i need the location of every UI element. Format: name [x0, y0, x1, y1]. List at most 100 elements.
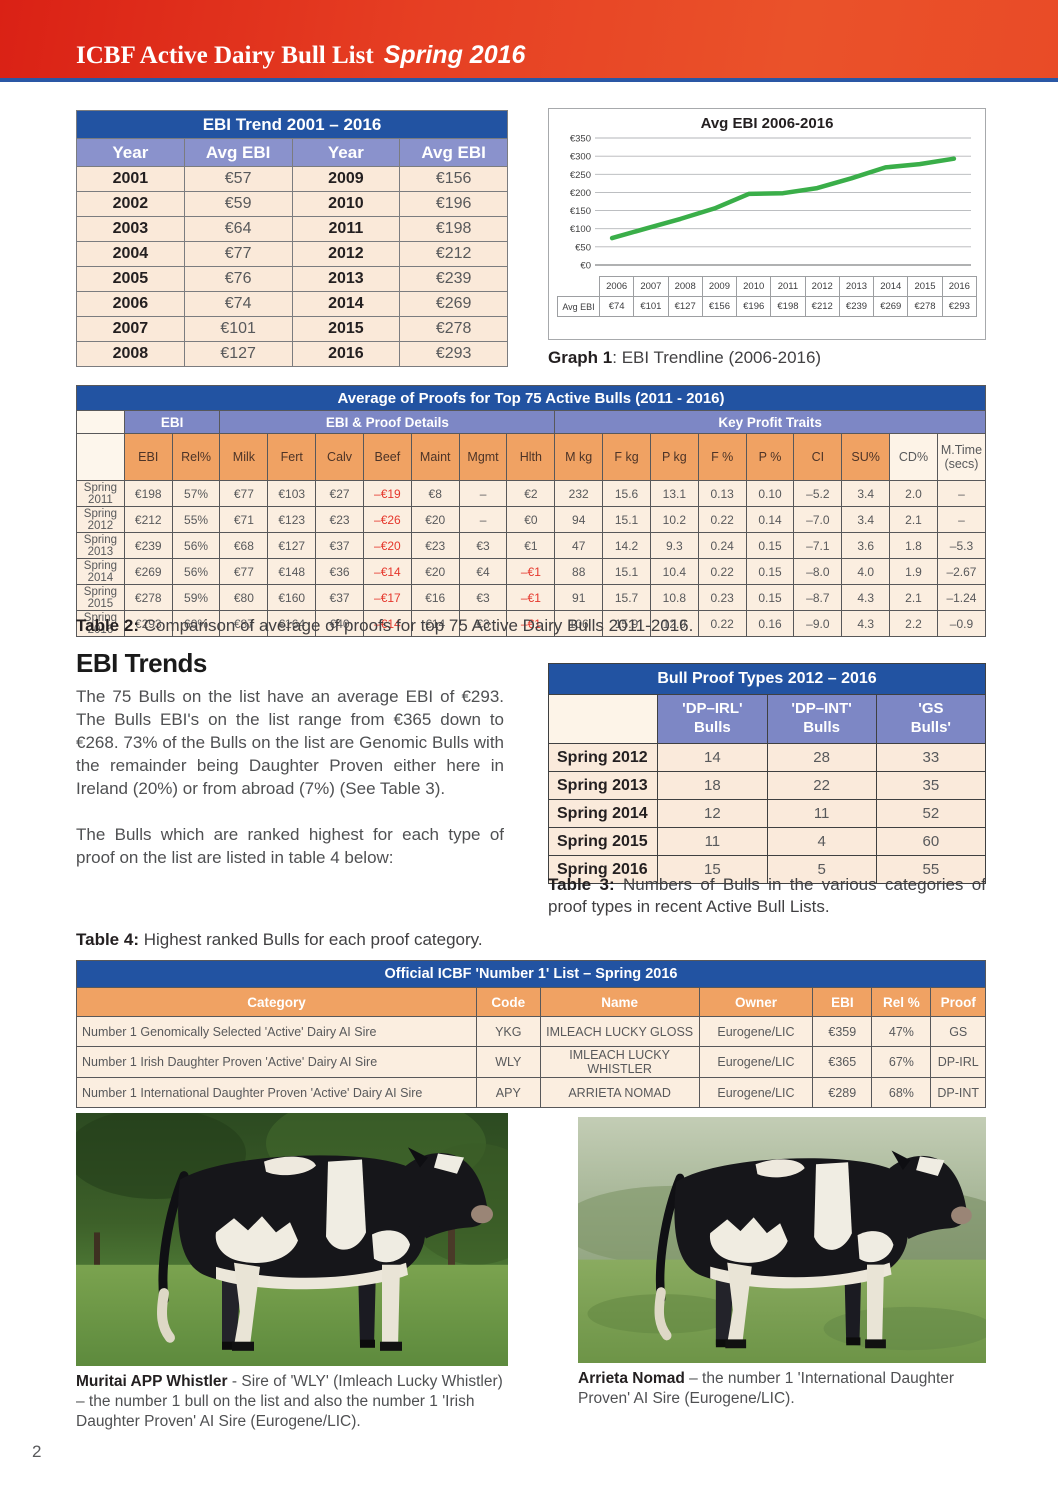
cell: 68% [871, 1077, 932, 1108]
caption-bold: Arrieta Nomad [578, 1370, 685, 1387]
cell: €212 [399, 241, 508, 267]
ebi-trends-section: EBI Trends The 75 Bulls on the list have… [76, 648, 504, 869]
section-paragraph-2: The Bulls which are ranked highest for e… [76, 824, 504, 867]
cell: 2016 [291, 341, 401, 367]
cell: Beef [362, 433, 412, 481]
cell: Spring 2012 [76, 506, 125, 533]
bull-photo-right-svg [578, 1117, 986, 1363]
cell: €68 [219, 532, 269, 559]
cell: 35 [875, 771, 987, 800]
page-header-banner: ICBF Active Dairy Bull List Spring 2016 [0, 0, 1058, 82]
table-row: Number 1 International Daughter Proven '… [76, 1077, 986, 1108]
cell: €37 [315, 584, 364, 611]
cell: €278 [123, 584, 173, 611]
cell: 2001 [76, 166, 185, 192]
cell: €196 [399, 191, 508, 217]
cell: 0.24 [697, 532, 747, 559]
cell: M kg [554, 433, 604, 481]
cell: EBI & Proof Details [219, 410, 556, 434]
table-row: Spring 2015 €278 59% €80 €160 €37 –€17 €16 €3 –€1… [76, 584, 987, 611]
cell: EBI [123, 433, 173, 481]
cell [547, 694, 659, 744]
cell: Avg EBI [399, 138, 508, 167]
cell: 94 [554, 506, 604, 533]
cell: 60 [875, 827, 987, 856]
chart-data-table: 2006 2007 2008 2009 2010 2011 2012 2013 2014 2015… [557, 276, 978, 317]
bull-photo-left-svg [76, 1113, 508, 1366]
cell: 15.6 [602, 480, 651, 507]
cell: IMLEACH LUCKY GLOSS [539, 1016, 700, 1047]
table-row: 2001 €57 2009 €156 [76, 166, 508, 192]
cell: Spring 2015 [547, 827, 659, 856]
cell: 2010 [291, 191, 401, 217]
table4-caption: Table 4: Highest ranked Bulls for each p… [76, 930, 986, 950]
photo-caption-right: Arrieta Nomad – the number 1 'Internatio… [578, 1369, 986, 1409]
y-tick-label: €300 [570, 152, 591, 163]
cell: SU% [841, 433, 891, 481]
cell: 3.4 [841, 480, 891, 507]
cell: €293 [123, 610, 173, 637]
cell: 106 [554, 610, 604, 637]
cell: 52 [875, 799, 987, 828]
graph-caption: Graph 1: EBI Trendline (2006-2016) [548, 348, 821, 368]
cell: 15.1 [602, 506, 651, 533]
cell: €101 [183, 316, 293, 342]
cell: 3.4 [841, 506, 891, 533]
cell: €74 [598, 296, 635, 317]
cell: 2.2 [889, 610, 938, 637]
cell: 10.4 [649, 558, 699, 585]
table-title: Bull Proof Types 2012 – 2016 [548, 663, 986, 695]
cell: CI [793, 433, 843, 481]
cell: 0.15 [745, 584, 795, 611]
cell: –€1 [506, 610, 556, 637]
cell: IMLEACH LUCKY WHISTLER [539, 1046, 700, 1078]
page-number: 2 [32, 1442, 42, 1461]
cell: €3 [458, 532, 508, 559]
cell: 22 [766, 771, 877, 800]
cell: YKG [475, 1016, 541, 1047]
cell: –€1 [506, 558, 556, 585]
cell: €23 [315, 506, 364, 533]
cell: €156 [701, 296, 738, 317]
number1-list-table: Official ICBF 'Number 1' List – Spring 2… [76, 960, 986, 1108]
cell: Eurogene/LIC [698, 1077, 814, 1108]
cell: Spring 2013 [76, 532, 125, 559]
cell: Spring 2016 [76, 610, 125, 637]
cell: –€14 [362, 558, 412, 585]
cell: €8 [410, 480, 460, 507]
cell: 2015 [291, 316, 401, 342]
cell: 13.1 [649, 480, 699, 507]
cell: 9.3 [649, 532, 699, 559]
table-row: Spring 2012 14 28 33 [547, 743, 987, 772]
table-title: EBI Trend 2001 – 2016 [76, 110, 508, 139]
cell: 1.8 [889, 532, 938, 559]
cell: 57% [171, 480, 221, 507]
table-row: Number 1 Irish Daughter Proven 'Active' … [76, 1046, 986, 1078]
cell: €27 [315, 480, 364, 507]
cell [76, 433, 125, 481]
cell: €77 [219, 558, 269, 585]
cell: 12.0 [649, 610, 699, 637]
cell: 2007 [76, 316, 185, 342]
trend-line [609, 156, 957, 241]
table-row: 2005 €76 2013 €239 [76, 266, 508, 292]
caption-label: Table 4: [76, 930, 139, 949]
cell: €269 [873, 296, 909, 317]
cell: Avg EBI [557, 296, 600, 317]
table-header-row: Category Code Name Owner EBI Rel % Proof [76, 987, 986, 1017]
cell: 14.2 [602, 532, 651, 559]
y-tick-label: €200 [570, 188, 591, 199]
cell: €40 [315, 610, 364, 637]
cell: ARRIETA NOMAD [539, 1077, 700, 1108]
publication-edition: Spring 2016 [383, 41, 526, 69]
cell: Spring 2014 [547, 799, 659, 828]
cell: Milk [219, 433, 269, 481]
cell: €198 [770, 296, 806, 317]
cell: €239 [123, 532, 173, 559]
bull-photo-muritai [76, 1113, 508, 1366]
cell: DP-INT [930, 1077, 986, 1108]
cell: Eurogene/LIC [698, 1046, 814, 1078]
cell: –9.0 [793, 610, 843, 637]
cell: €3 [458, 610, 508, 637]
cell: €148 [267, 558, 317, 585]
